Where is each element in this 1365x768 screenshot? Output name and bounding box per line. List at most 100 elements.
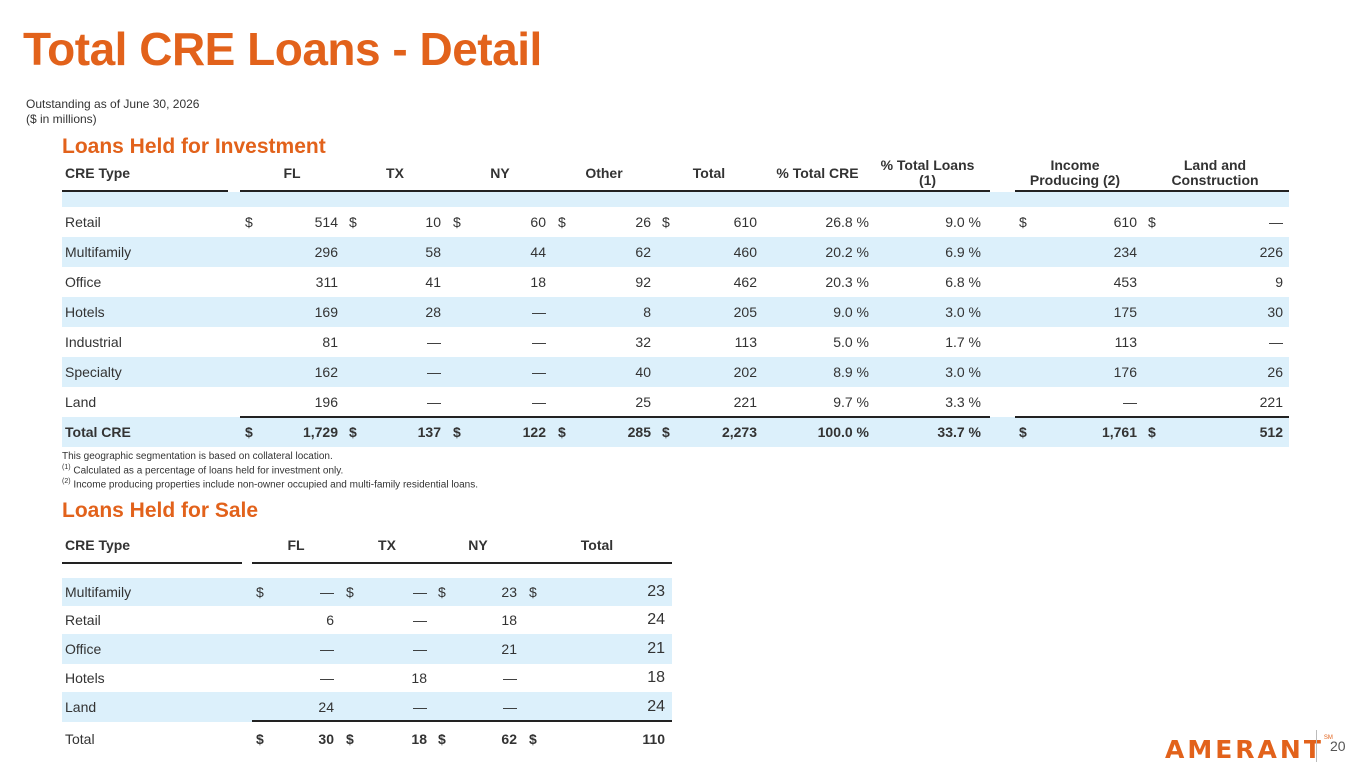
hfs-cell-total: 21 (647, 640, 665, 657)
hfi-cell-income: 175 (1113, 304, 1137, 320)
hfi-dollar-sign: $ (245, 214, 253, 230)
hfs-cell-ny: 23 (501, 584, 517, 600)
hfs-dollar-sign: $ (438, 584, 446, 600)
hfi-cell-income: 453 (1113, 274, 1137, 290)
hfi-dollar-sign: $ (1148, 424, 1156, 440)
hfi-cell-ny: — (532, 394, 546, 410)
hfs-cell-tx: 18 (411, 731, 427, 747)
hfi-header-rule-mid (240, 190, 990, 192)
hfi-cell-income: 176 (1113, 364, 1137, 380)
hfi-cell-pct-loans: 33.7 % (937, 424, 981, 440)
hfi-cell-fl: 1,729 (302, 424, 338, 440)
hfi-dollar-sign: $ (1019, 214, 1027, 230)
hfi-cell-pct-loans: 3.0 % (945, 364, 981, 380)
hfs-dollar-sign: $ (529, 584, 537, 600)
hfi-cell-other: 40 (635, 364, 651, 380)
hfs-cell-fl: 6 (326, 612, 334, 628)
hfi-cell-pct-loans: 9.0 % (945, 214, 981, 230)
hfs-cell-type: Hotels (65, 670, 105, 686)
hfi-cell-total: 202 (733, 364, 757, 380)
hfi-cell-tx: 58 (425, 244, 441, 260)
hfs-cell-total: 18 (647, 669, 665, 686)
hfi-cell-type: Total CRE (65, 424, 131, 440)
hfs-cell-ny: 62 (501, 731, 517, 747)
hfi-cell-ny: 18 (530, 274, 546, 290)
hfs-cell-tx: — (413, 641, 427, 657)
page-title: Total CRE Loans - Detail (23, 23, 542, 75)
hfs-cell-ny: 21 (501, 641, 517, 657)
hfi-note-0: This geographic segmentation is based on… (62, 451, 333, 462)
hfs-cell-total: 110 (642, 731, 665, 747)
hfi-header-type: CRE Type (65, 165, 131, 181)
hfi-cell-income: 1,761 (1101, 424, 1137, 440)
hfi-cell-other: 285 (627, 424, 651, 440)
hfs-cell-tx: — (413, 584, 427, 600)
hfi-cell-tx: — (427, 364, 441, 380)
hfs-header-rule-left (62, 562, 242, 564)
hfi-cell-land: 226 (1259, 244, 1283, 260)
amerant-logo-mark: SM (1323, 735, 1333, 741)
hfi-cell-other: 62 (635, 244, 651, 260)
hfi-cell-income: — (1123, 394, 1137, 410)
hfi-row-band (62, 237, 1289, 267)
hfs-dollar-sign: $ (256, 731, 264, 747)
hfi-note-2-text: Income producing properties include non-… (70, 479, 479, 491)
page-number: 20 (1330, 738, 1346, 754)
hfi-cell-land: 9 (1275, 274, 1283, 290)
hfs-cell-type: Multifamily (65, 584, 132, 600)
hfs-dollar-sign: $ (346, 731, 354, 747)
hfi-row-band (62, 417, 1289, 447)
as-of-date: Outstanding as of June 30, 2026 (26, 97, 200, 111)
hfi-total-rule-right (1015, 416, 1289, 418)
hfi-cell-fl: 296 (314, 244, 338, 260)
hfi-cell-pct-loans: 6.8 % (945, 274, 981, 290)
hfi-cell-fl: 196 (314, 394, 338, 410)
hfi-cell-total: 113 (734, 334, 757, 350)
hfi-header-income: Income Producing (2) (1010, 158, 1140, 188)
hfs-row-band (62, 692, 672, 722)
hfi-header-other: Other (585, 165, 623, 181)
hfs-row-band (62, 578, 672, 606)
hfi-dollar-sign: $ (245, 424, 253, 440)
hfi-cell-total: 205 (733, 304, 757, 320)
hfi-note-1-text: Calculated as a percentage of loans held… (70, 465, 344, 477)
hfi-cell-pct-cre: 9.7 % (833, 394, 869, 410)
hfi-dollar-sign: $ (453, 424, 461, 440)
hfi-cell-other: 26 (635, 214, 651, 230)
hfi-cell-type: Retail (65, 214, 101, 230)
hfi-header-land: Land and Construction (1155, 158, 1275, 188)
hfs-cell-ny: 18 (501, 612, 517, 628)
hfi-total-rule-mid (240, 416, 990, 418)
hfs-cell-type: Office (65, 641, 102, 657)
hfi-header-rule-left (62, 190, 228, 192)
hfi-cell-tx: 28 (425, 304, 441, 320)
hfi-cell-income: 113 (1114, 334, 1137, 350)
hfi-cell-land: — (1269, 214, 1283, 230)
hfi-section-title: Loans Held for Investment (62, 135, 326, 158)
hfi-row-band (62, 357, 1289, 387)
hfi-cell-land: — (1269, 334, 1283, 350)
hfi-header-income-line2: Producing (2) (1029, 172, 1121, 188)
hfi-cell-tx: 41 (425, 274, 441, 290)
hfi-dollar-sign: $ (662, 424, 670, 440)
hfi-cell-land: 512 (1259, 424, 1283, 440)
hfi-cell-other: 25 (635, 394, 651, 410)
hfi-cell-type: Specialty (65, 364, 122, 380)
hfi-cell-type: Office (65, 274, 102, 290)
hfi-cell-total: 221 (733, 394, 757, 410)
hfi-header-tx: TX (386, 165, 404, 181)
hfi-cell-fl: 514 (314, 214, 338, 230)
units-note: ($ in millions) (26, 112, 97, 126)
hfi-cell-tx: 10 (425, 214, 441, 230)
hfi-cell-fl: 311 (315, 274, 338, 290)
hfi-header-income-line1: Income (1050, 157, 1100, 173)
hfs-total-rule (252, 720, 672, 722)
hfi-cell-tx: 137 (417, 424, 441, 440)
hfi-header-pct-loans-line1: % Total Loans (880, 157, 975, 173)
hfi-header-rule-right (1015, 190, 1289, 192)
hfi-header-band (62, 192, 1289, 207)
hfs-cell-total: 23 (647, 583, 665, 600)
hfs-header-ny: NY (468, 537, 488, 553)
hfi-dollar-sign: $ (558, 214, 566, 230)
hfs-dollar-sign: $ (529, 731, 537, 747)
